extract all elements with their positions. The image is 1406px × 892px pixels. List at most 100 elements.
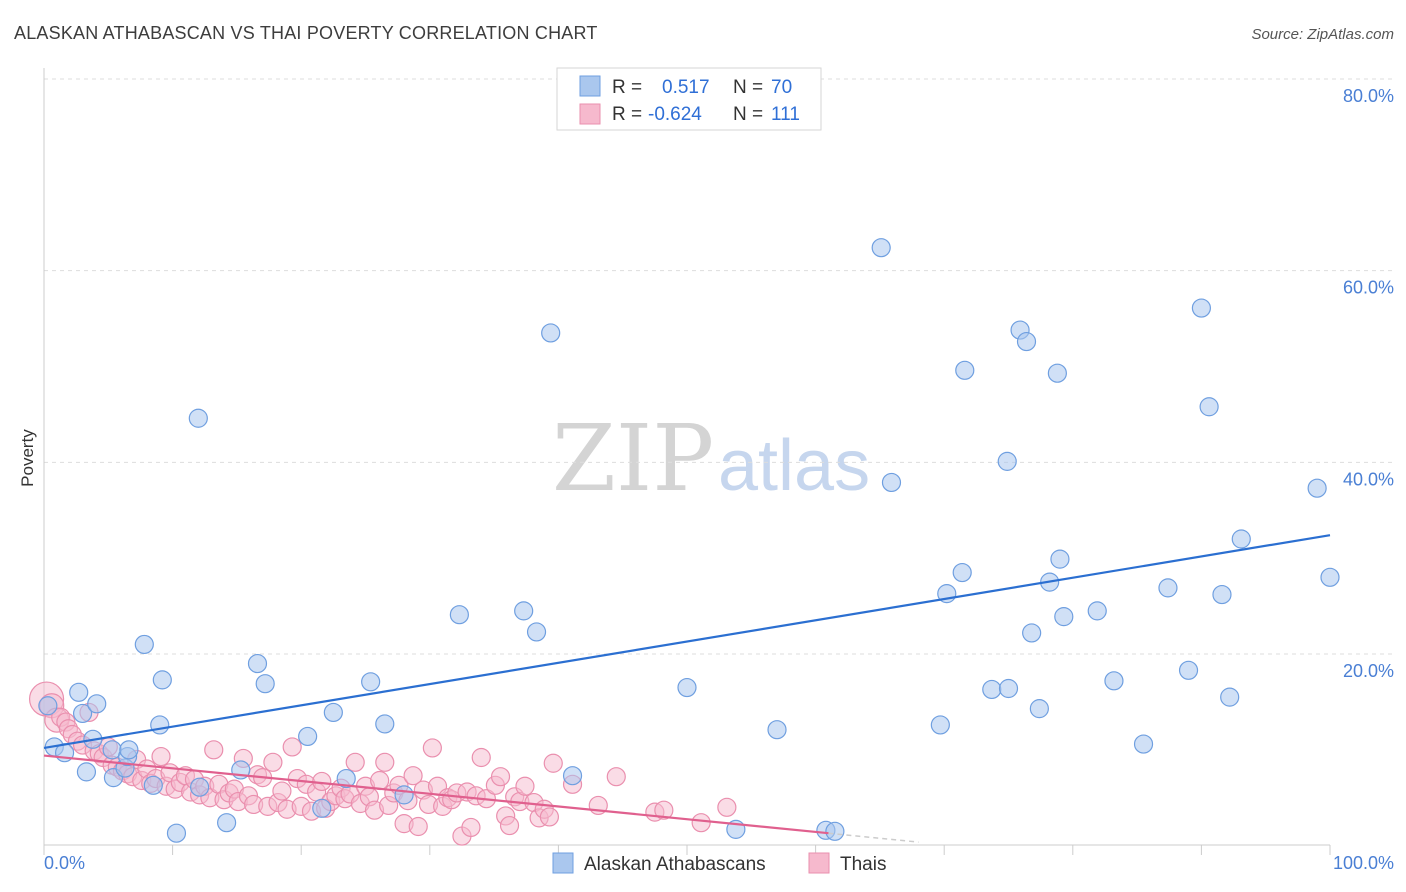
thais-trend-extension (828, 832, 919, 843)
alaskan-athabascans-point (323, 702, 343, 723)
alaskan-athabascans-point (1320, 567, 1340, 587)
alaskan-athabascans-point (1220, 687, 1240, 707)
thais-point (345, 752, 365, 772)
alaskan-athabascans-point (1029, 699, 1049, 719)
alaskan-athabascans-point (514, 601, 534, 621)
alaskan-athabascans-point (825, 821, 845, 841)
alaskan-athabascans-point (76, 762, 97, 782)
alaskan-athabascans-trend-line (43, 534, 1331, 750)
alaskan-athabascans-point (526, 622, 547, 642)
alaskan-athabascans-point (150, 715, 170, 735)
thais-point (717, 797, 737, 817)
thais-point (151, 746, 171, 767)
thais-point (370, 770, 390, 791)
alaskan-athabascans-point (1178, 660, 1199, 680)
thais-point (461, 817, 481, 838)
x-tick-label-max: 100.0% (1333, 853, 1394, 873)
thais-point (691, 813, 711, 833)
alaskan-athabascans-point (298, 726, 318, 747)
legend-r-label-blue: R = (612, 77, 642, 98)
alaskan-athabascans-point (1212, 584, 1232, 605)
thais-point (515, 776, 535, 796)
thais-point (408, 816, 428, 837)
thais-point (375, 752, 395, 772)
alaskan-athabascans-point (1307, 478, 1327, 498)
chart-source: Source: ZipAtlas.com (1251, 26, 1394, 43)
thais-point (263, 752, 283, 772)
watermark: ZIP atlas (552, 405, 870, 512)
alaskan-athabascans-point (72, 703, 93, 724)
series-label-alaskan: Alaskan Athabascans (584, 854, 766, 875)
legend-swatch-blue (579, 75, 601, 97)
y-tick-labels: 20.0% 40.0% 60.0% 80.0% (1343, 86, 1394, 681)
alaskan-athabascans-point (955, 360, 975, 380)
alaskan-athabascans-point (247, 653, 268, 674)
alaskan-athabascans-point (361, 672, 381, 692)
correlation-legend: R = 0.517 N = 70 R = -0.624 N = 111 (556, 67, 822, 131)
alaskan-athabascans-point (881, 472, 902, 493)
legend-n-label-pink: N = (733, 104, 763, 125)
thais-point (654, 800, 674, 820)
alaskan-athabascans-point (38, 696, 58, 716)
thais-trend-line (43, 754, 829, 835)
alaskan-athabascans-point (1191, 298, 1212, 318)
alaskan-athabascans-point (1158, 578, 1178, 598)
alaskan-athabascans-point (767, 720, 787, 740)
legend-n-value-blue: 70 (771, 77, 792, 98)
alaskan-athabascans-point (1133, 734, 1154, 754)
thais-point (282, 737, 302, 757)
alaskan-athabascans-point (930, 715, 950, 735)
y-tick-label-1: 40.0% (1343, 469, 1394, 489)
alaskan-athabascans-point (143, 775, 163, 795)
thais-point (490, 767, 511, 787)
thais-point (543, 753, 563, 773)
thais-point (272, 781, 292, 801)
alaskan-athabascans-point (1016, 331, 1037, 352)
alaskan-athabascans-point (119, 740, 139, 760)
thais-point (499, 815, 520, 836)
series-swatch-thais (808, 852, 830, 874)
watermark-atlas: atlas (718, 426, 870, 506)
alaskan-athabascans-point (1104, 671, 1124, 691)
thais-points (28, 681, 737, 846)
thais-point (471, 747, 491, 768)
alaskan-athabascans-point (449, 605, 469, 625)
alaskan-athabascans-point (562, 766, 583, 786)
alaskan-athabascans-point (255, 674, 275, 694)
alaskan-athabascans-point (375, 714, 395, 734)
thais-point (422, 738, 442, 758)
alaskan-athabascans-point (997, 451, 1017, 471)
series-label-thais: Thais (840, 854, 886, 875)
y-axis-label: Poverty (18, 429, 37, 487)
alaskan-athabascans-point (1087, 601, 1107, 621)
alaskan-athabascans-points (38, 238, 1340, 843)
thais-point (403, 766, 423, 786)
alaskan-athabascans-point (336, 768, 356, 789)
legend-r-value-pink: -0.624 (648, 104, 702, 125)
alaskan-athabascans-point (1054, 607, 1074, 627)
y-tick-label-0: 20.0% (1343, 661, 1394, 681)
alaskan-athabascans-point (982, 679, 1002, 700)
series-legend: Alaskan Athabascans Thais (552, 852, 886, 875)
x-tick-label-min: 0.0% (44, 853, 85, 873)
chart-title: ALASKAN ATHABASCAN VS THAI POVERTY CORRE… (14, 23, 598, 43)
alaskan-athabascans-point (312, 798, 332, 818)
legend-r-value-blue: 0.517 (662, 77, 710, 98)
alaskan-athabascans-point (541, 323, 561, 343)
alaskan-athabascans-point (1199, 397, 1219, 417)
thais-point (539, 807, 559, 827)
legend-swatch-pink (579, 103, 601, 125)
watermark-zip: ZIP (552, 405, 714, 512)
alaskan-athabascans-point (87, 694, 107, 714)
alaskan-athabascans-point (188, 408, 208, 428)
legend-n-label-blue: N = (733, 77, 763, 98)
alaskan-athabascans-point (871, 238, 891, 258)
y-tick-label-3: 80.0% (1343, 86, 1394, 106)
alaskan-athabascans-point (217, 813, 237, 833)
alaskan-athabascans-point (1231, 529, 1251, 549)
y-tick-label-2: 60.0% (1343, 278, 1394, 298)
trend-lines (43, 534, 1331, 843)
alaskan-athabascans-point (677, 677, 697, 698)
thais-point (204, 740, 224, 760)
